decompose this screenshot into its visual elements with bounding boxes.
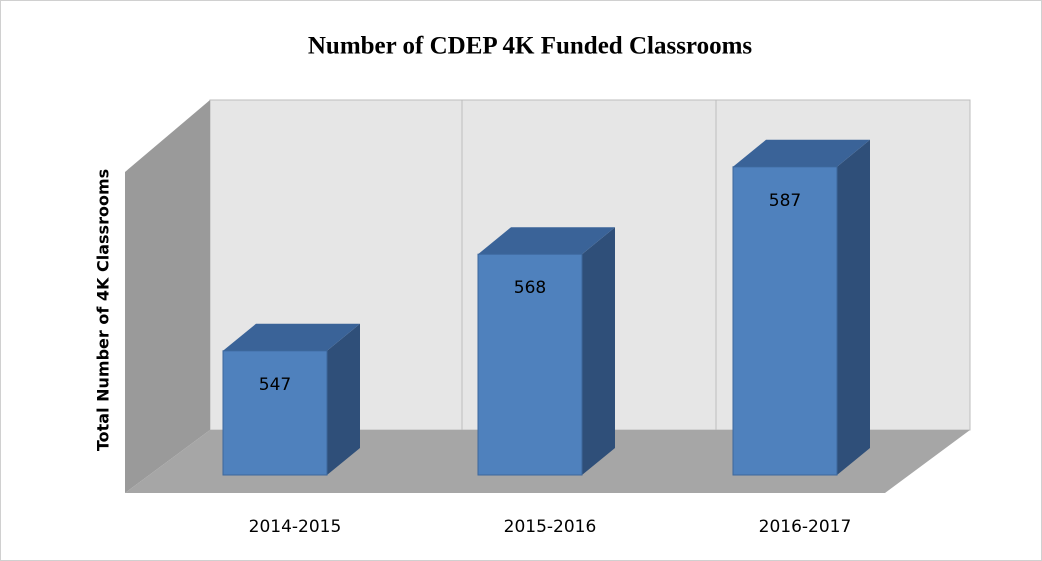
bar-side bbox=[582, 227, 615, 475]
side-wall bbox=[125, 100, 210, 493]
data-label: 568 bbox=[514, 278, 546, 298]
bar-top bbox=[478, 227, 615, 255]
bar bbox=[222, 350, 328, 476]
data-label: 587 bbox=[769, 191, 801, 211]
bar-side bbox=[837, 139, 870, 476]
bar bbox=[477, 253, 583, 476]
y-axis-label: Total Number of 4K Classrooms bbox=[94, 169, 113, 451]
x-tick-label: 2014-2015 bbox=[249, 517, 342, 537]
bar-top bbox=[733, 139, 870, 167]
bar bbox=[732, 166, 838, 476]
x-tick-label: 2016-2017 bbox=[759, 517, 852, 537]
bar-side bbox=[327, 323, 360, 475]
chart-title: Number of CDEP 4K Funded Classrooms bbox=[308, 33, 753, 60]
x-tick-label: 2015-2016 bbox=[504, 517, 597, 537]
data-label: 547 bbox=[259, 375, 291, 395]
bar-top bbox=[223, 323, 360, 351]
